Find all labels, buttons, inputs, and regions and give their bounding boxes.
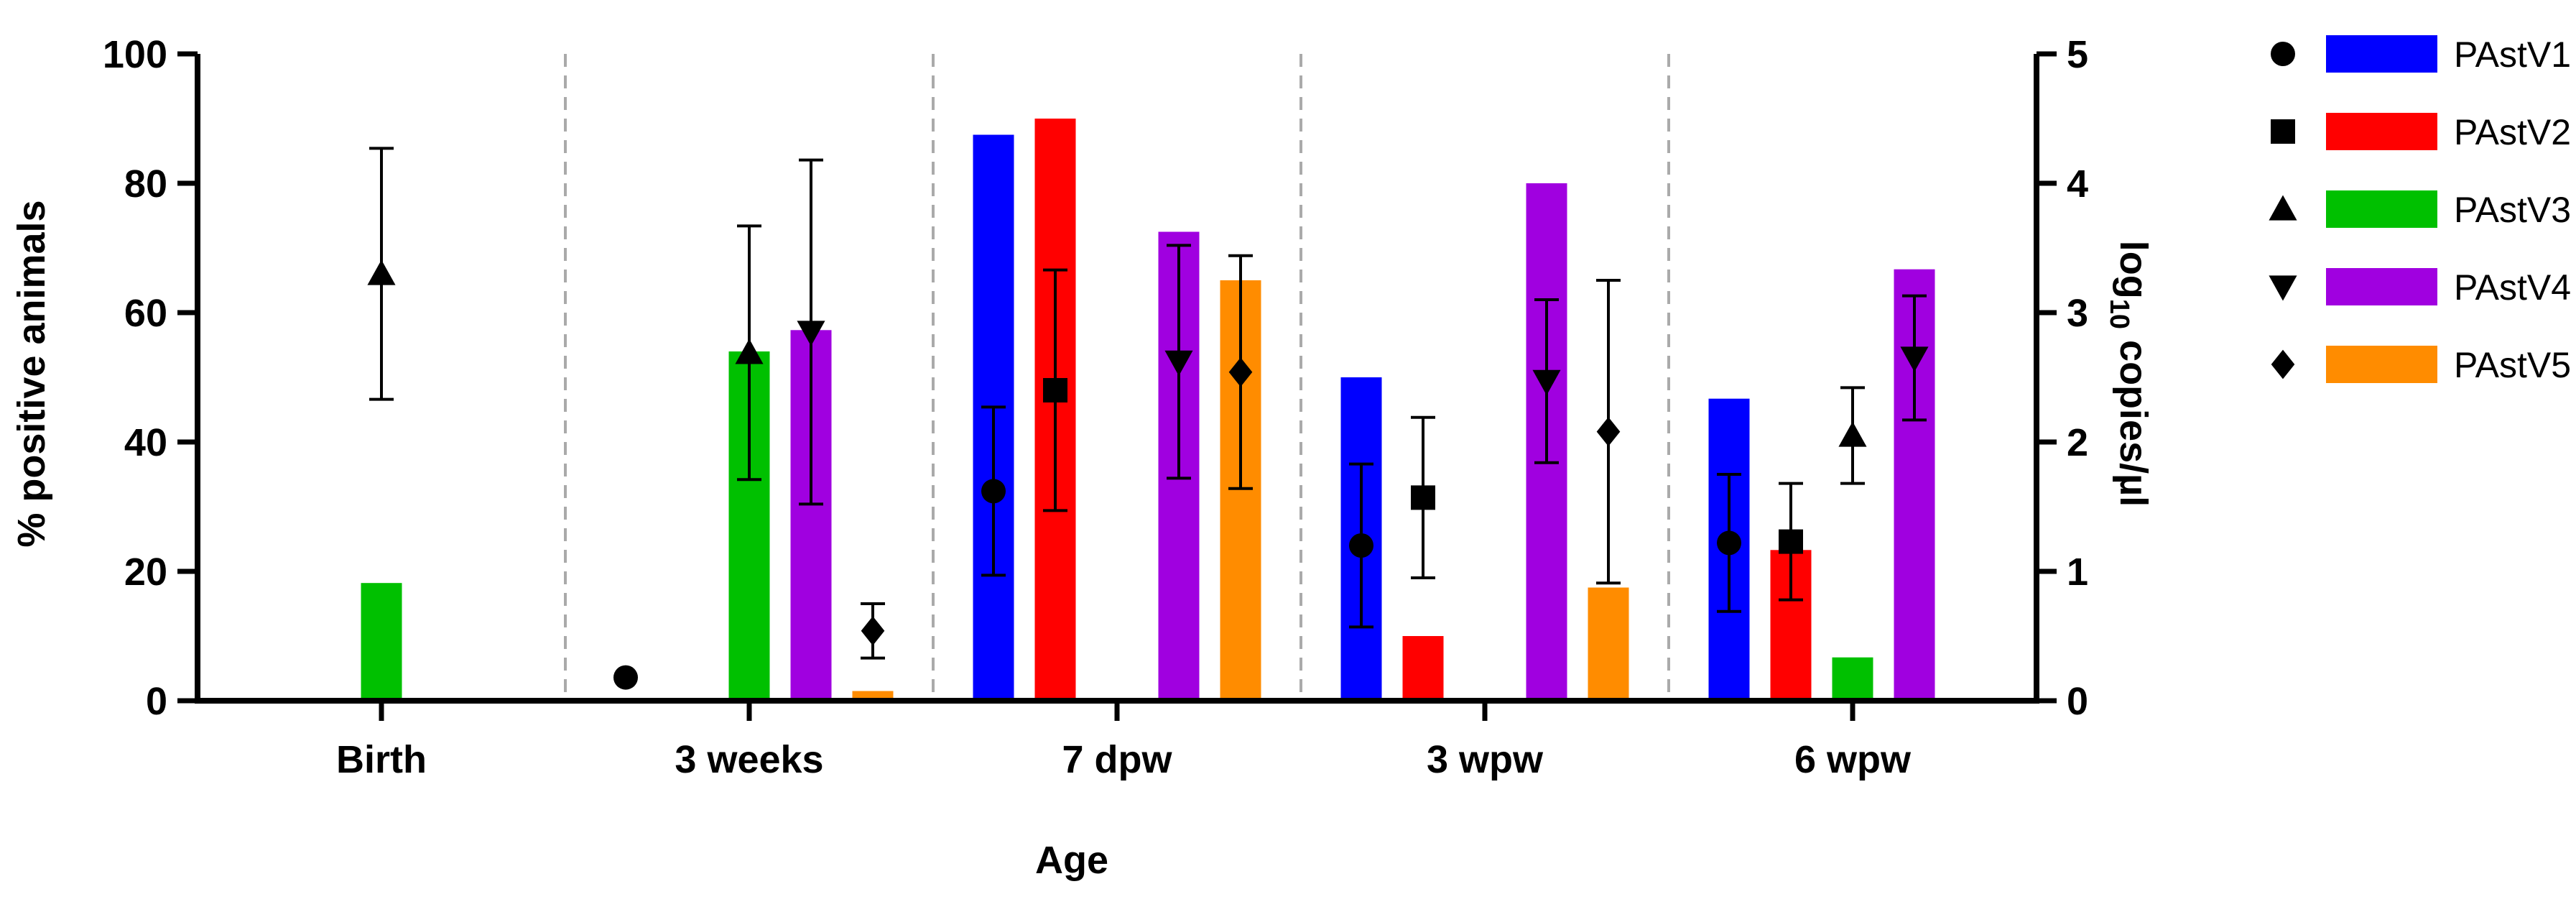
point-pastv3 [367, 259, 396, 285]
y2-tick-label: 0 [2067, 680, 2088, 723]
x-tick-label: Birth [336, 738, 427, 781]
y-tick-label: 40 [124, 421, 167, 464]
legend-swatch-pastv4 [2326, 268, 2437, 305]
x-tick-label: 3 weeks [675, 738, 823, 781]
y2-label-sub: 10 [2104, 299, 2134, 329]
y-tick-label: 20 [124, 551, 167, 594]
y2-tick-label: 4 [2067, 162, 2088, 206]
legend-label-pastv1: PAstV1 [2454, 34, 2571, 75]
x-tick-label: 6 wpw [1794, 738, 1912, 781]
bar-pastv2 [1402, 636, 1444, 701]
group-separators [564, 54, 1670, 701]
y-tick-label: 0 [146, 680, 167, 723]
legend-swatch-pastv3 [2326, 190, 2437, 228]
legend-marker-pastv4 [2269, 275, 2297, 301]
legend-marker-pastv1 [2271, 42, 2295, 66]
legend: PAstV1 PAstV2 PAstV3 PAstV4 PAstV5 [2269, 34, 2571, 385]
point-pastv5 [1228, 357, 1253, 387]
legend-label-pastv2: PAstV2 [2454, 112, 2571, 152]
axes: 0 20 40 60 80 100 0 1 2 3 4 5 Birth 3 weeks 7 dpw 3 wpw… [103, 33, 2088, 781]
points [367, 259, 1929, 690]
point-pastv4 [797, 321, 825, 346]
point-pastv5 [1596, 417, 1621, 446]
bar-pastv5 [1588, 587, 1629, 701]
legend-item-pastv5: PAstV5 [2271, 345, 2571, 385]
y2-axis-label: log10 copies/µl [2104, 241, 2155, 507]
legend-marker-pastv2 [2271, 119, 2295, 144]
bars [361, 119, 1935, 701]
legend-marker-pastv5 [2271, 349, 2295, 379]
legend-swatch-pastv1 [2326, 35, 2437, 73]
legend-swatch-pastv2 [2326, 113, 2437, 150]
legend-marker-pastv3 [2269, 195, 2297, 221]
point-pastv1 [981, 479, 1006, 504]
point-pastv1 [1349, 533, 1373, 558]
point-pastv4 [1164, 350, 1193, 376]
point-pastv3 [1838, 421, 1867, 447]
x-axis-label: Age [1035, 839, 1108, 882]
bar-pastv3 [361, 583, 402, 701]
legend-item-pastv2: PAstV2 [2271, 112, 2571, 152]
point-pastv1 [1717, 530, 1741, 556]
point-pastv2 [1779, 529, 1803, 554]
point-pastv2 [1043, 378, 1067, 402]
y2-tick-label: 2 [2067, 421, 2088, 464]
point-pastv4 [1900, 346, 1929, 372]
y-tick-label: 60 [124, 292, 167, 335]
legend-swatch-pastv5 [2326, 346, 2437, 383]
point-pastv5 [861, 616, 885, 646]
bar-pastv3 [1832, 657, 1873, 701]
point-pastv4 [1532, 369, 1561, 395]
legend-label-pastv4: PAstV4 [2454, 267, 2571, 308]
y2-tick-label: 1 [2067, 551, 2088, 594]
y2-label-base: log [2112, 241, 2155, 299]
y2-tick-label: 5 [2067, 33, 2088, 76]
y-tick-label: 80 [124, 162, 167, 206]
point-pastv1 [613, 665, 638, 690]
x-tick-label: 7 dpw [1062, 738, 1172, 781]
error-bars [369, 147, 1927, 660]
axis-labels: Age % positive animals log10 copies/µl [10, 200, 2155, 882]
x-tick-label: 3 wpw [1427, 738, 1544, 781]
point-pastv2 [1411, 485, 1435, 510]
legend-item-pastv3: PAstV3 [2269, 190, 2571, 230]
y-axis-label: % positive animals [10, 200, 53, 547]
legend-item-pastv1: PAstV1 [2271, 34, 2571, 75]
y-tick-label: 100 [103, 33, 167, 76]
legend-label-pastv3: PAstV3 [2454, 190, 2571, 230]
y2-tick-label: 3 [2067, 292, 2088, 335]
y2-label-rest: copies/µl [2112, 329, 2155, 507]
legend-label-pastv5: PAstV5 [2454, 345, 2571, 385]
legend-item-pastv4: PAstV4 [2269, 267, 2571, 308]
point-pastv3 [735, 339, 764, 364]
